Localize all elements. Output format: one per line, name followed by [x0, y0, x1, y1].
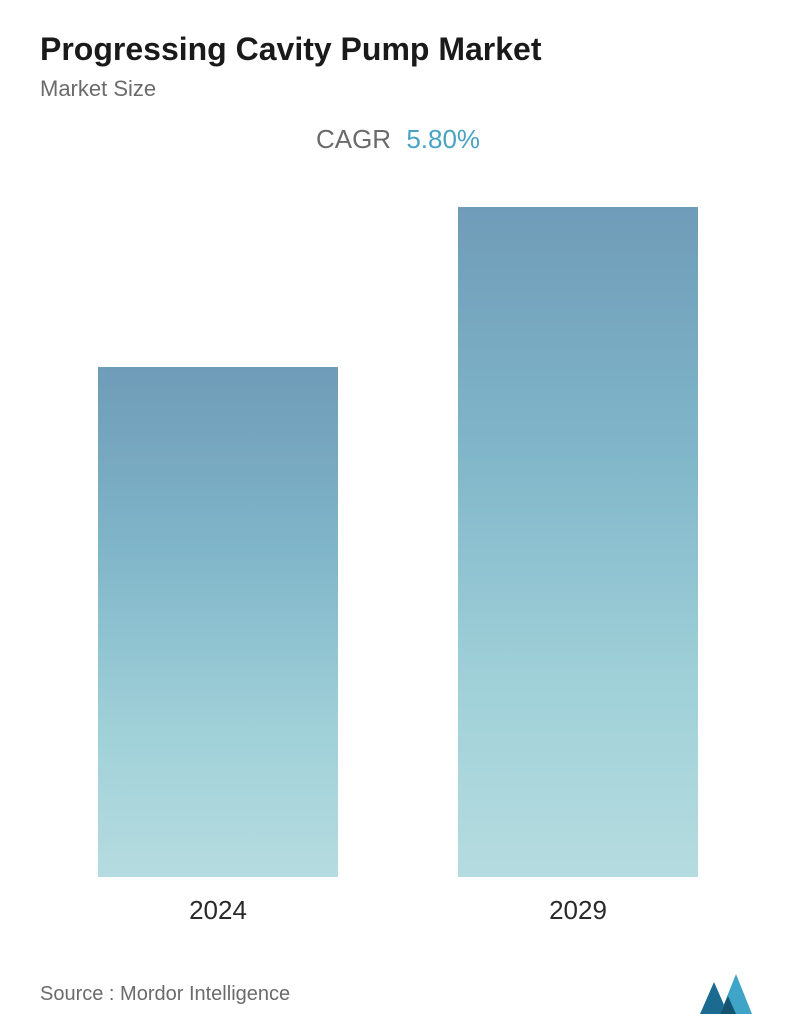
chart-container: Progressing Cavity Pump Market Market Si…: [0, 0, 796, 1034]
mordor-logo-icon: [700, 974, 756, 1014]
source-text: Source : Mordor Intelligence: [40, 983, 290, 1006]
bar-1: [458, 207, 698, 877]
bar-0: [98, 367, 338, 877]
bar-label-1: 2029: [549, 895, 607, 926]
cagr-value: 5.80%: [406, 124, 480, 154]
bar-group-0: 2024: [98, 367, 338, 926]
footer: Source : Mordor Intelligence: [40, 942, 756, 1014]
chart-subtitle: Market Size: [40, 76, 756, 102]
chart-area: 2024 2029: [40, 165, 756, 936]
cagr-row: CAGR 5.80%: [40, 124, 756, 155]
chart-title: Progressing Cavity Pump Market: [40, 30, 756, 68]
bar-label-0: 2024: [189, 895, 247, 926]
cagr-label: CAGR: [316, 124, 391, 154]
bar-group-1: 2029: [458, 207, 698, 926]
